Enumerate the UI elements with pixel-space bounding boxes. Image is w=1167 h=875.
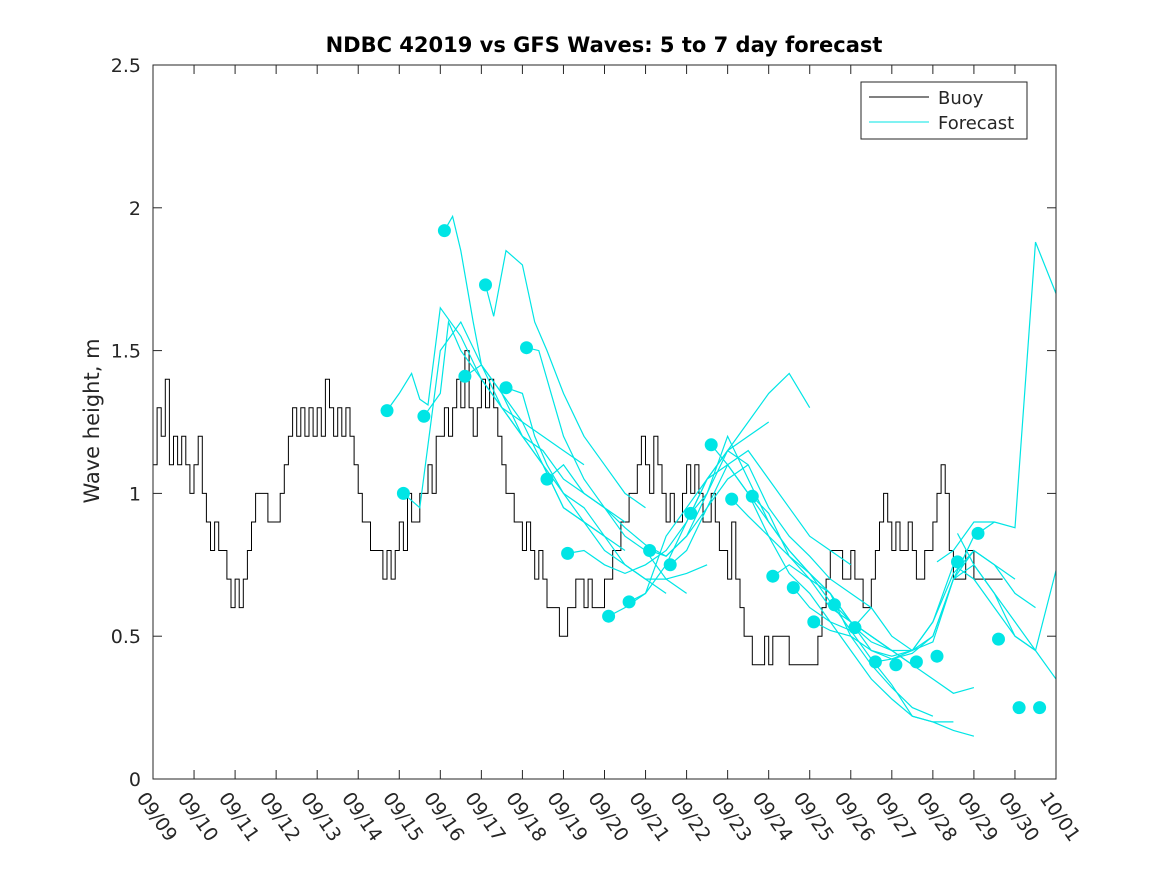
forecast-point (766, 569, 780, 583)
forecast-point (868, 655, 882, 669)
forecast-point (848, 621, 862, 635)
forecast-point (827, 598, 841, 612)
forecast-point (1012, 701, 1026, 715)
forecast-point (540, 472, 554, 486)
forecast-point (909, 655, 923, 669)
forecast-point (704, 438, 718, 452)
forecast-point (396, 486, 410, 500)
y-tick-label: 2.5 (111, 55, 141, 77)
forecast-series-line-24 (936, 241, 1056, 563)
legend-buoy-label: Buoy (938, 88, 984, 109)
forecast-point (437, 224, 451, 238)
legend-forecast-label: Forecast (938, 113, 1014, 134)
forecast-point (417, 409, 431, 423)
forecast-series-line-6 (505, 387, 687, 594)
forecast-series-line-3 (443, 214, 626, 551)
forecast-series-line-23 (875, 563, 1056, 680)
forecast-series-line-8 (546, 463, 749, 557)
forecast-series-line-12 (649, 449, 872, 609)
forecast-point (951, 555, 964, 569)
series-layer (153, 214, 1056, 737)
forecast-point (725, 492, 739, 506)
forecast-point (458, 369, 472, 383)
forecast-series-line-17 (751, 495, 975, 737)
y-tick-label: 2 (129, 198, 141, 220)
legend-box (860, 81, 1028, 140)
forecast-point (561, 546, 575, 560)
chart-title: NDBC 42019 vs GFS Waves: 5 to 7 day fore… (326, 33, 883, 57)
forecast-point (930, 649, 944, 663)
forecast-point (745, 489, 759, 503)
y-tick-label: 0 (129, 769, 141, 791)
forecast-point (1033, 701, 1047, 715)
forecast-series-line-0 (386, 306, 585, 466)
forecast-series-line-9 (567, 421, 770, 575)
y-axis-label: Wave height, m (80, 338, 104, 503)
forecast-point (520, 341, 533, 355)
forecast-point (499, 381, 513, 395)
forecast-point (684, 506, 698, 520)
forecast-series-line-22 (854, 563, 1036, 652)
forecast-point (992, 632, 1005, 646)
forecast-point (602, 609, 616, 623)
forecast-point (889, 658, 903, 672)
forecast-series-line-25 (956, 533, 1056, 652)
forecast-point (479, 278, 492, 292)
y-tick-label: 1.5 (111, 341, 141, 363)
plot-area (153, 65, 1056, 779)
forecast-point (643, 544, 657, 557)
y-tick-label: 0.5 (111, 626, 141, 648)
forecast-point (807, 615, 821, 629)
forecast-point (622, 595, 636, 609)
forecast-point (786, 581, 800, 595)
forecast-series-line-18 (772, 564, 975, 694)
y-tick-label: 1 (129, 483, 141, 505)
legend: Buoy Forecast (860, 81, 1028, 140)
forecast-point (971, 526, 985, 540)
forecast-series-line-5 (484, 249, 646, 509)
forecast-point (380, 404, 394, 418)
forecast-point (663, 558, 677, 572)
